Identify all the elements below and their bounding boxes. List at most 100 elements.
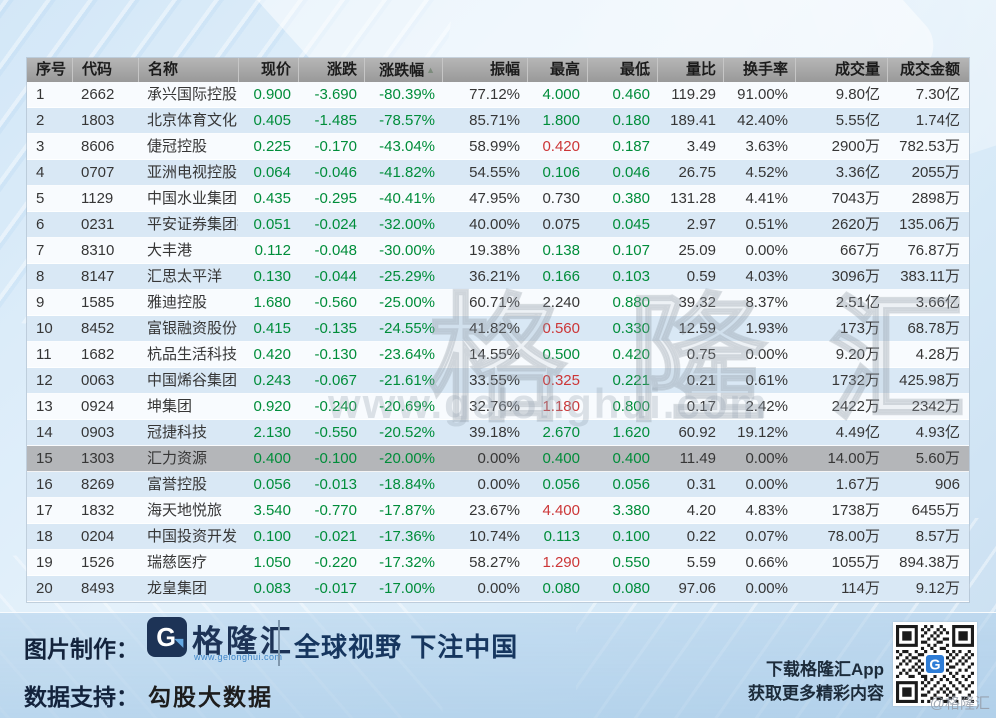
cell-volume: 9.20万 xyxy=(835,346,880,363)
cell-low: 0.420 xyxy=(612,346,650,363)
cell-turnover: 0.66% xyxy=(745,554,788,571)
header-amount[interactable]: 成交金额 xyxy=(887,58,967,82)
header-vol_ratio[interactable]: 量比 xyxy=(657,58,723,82)
table-row[interactable]: 5 1129 中国水业集团 0.435 -0.295 -40.41% 47.95% 0.730… xyxy=(27,186,969,212)
cell-amount: 2055万 xyxy=(911,164,960,181)
table-row[interactable]: 12 0063 中国烯谷集团 0.243 -0.067 -21.61% 33.55% 0.32… xyxy=(27,368,969,394)
cell-price: 0.225 xyxy=(253,138,291,155)
cell-change_pct: -30.00% xyxy=(379,242,435,259)
table-row[interactable]: 19 1526 瑞慈医疗 1.050 -0.220 -17.32% 58.27% 1.290 0… xyxy=(27,550,969,576)
cell-vol_ratio: 0.75 xyxy=(686,346,716,363)
table-row[interactable]: 11 1682 杭品生活科技 0.420 -0.130 -23.64% 14.55% 0.50… xyxy=(27,342,969,368)
cell-price: 0.064 xyxy=(253,164,291,181)
cell-change: -0.013 xyxy=(314,476,357,493)
header-high[interactable]: 最高 xyxy=(527,58,587,82)
table-row[interactable]: 18 0204 中国投资开发 0.100 -0.021 -17.36% 10.74% 0.11… xyxy=(27,524,969,550)
cell-volume: 1.67万 xyxy=(835,476,880,493)
table-header: 序号 代码 名称 现价 涨跌 涨跌幅 ▲ 振幅 最高 最低 量比 换手率 成交量 成交金额 xyxy=(27,58,969,82)
header-price[interactable]: 现价 xyxy=(238,58,298,82)
cell-volume: 114万 xyxy=(841,580,880,597)
table-row[interactable]: 17 1832 海天地悦旅 3.540 -0.770 -17.87% 23.67% 4.400… xyxy=(27,498,969,524)
cell-no: 9 xyxy=(36,294,45,311)
cell-high: 0.138 xyxy=(542,242,580,259)
cell-high: 2.240 xyxy=(542,294,580,311)
cell-volume: 4.49亿 xyxy=(835,424,880,441)
cell-name: 雅迪控股 xyxy=(147,294,208,311)
cell-no: 6 xyxy=(36,216,45,233)
table-row[interactable]: 4 0707 亚洲电视控股 0.064 -0.046 -41.82% 54.55% 0.106… xyxy=(27,160,969,186)
cell-turnover: 4.83% xyxy=(745,502,788,519)
cell-change_pct: -41.82% xyxy=(379,164,435,181)
cell-change_pct: -78.57% xyxy=(379,112,435,129)
header-turnover[interactable]: 换手率 xyxy=(723,58,795,82)
cell-change: -0.021 xyxy=(314,528,357,545)
cell-name: 富银融资股份 xyxy=(147,320,238,337)
cell-low: 0.046 xyxy=(612,164,650,181)
cell-name: 大丰港 xyxy=(147,242,193,259)
cell-amplitude: 23.67% xyxy=(469,502,520,519)
cell-price: 0.130 xyxy=(253,268,291,285)
table-row[interactable]: 2 1803 北京体育文化 0.405 -1.485 -78.57% 85.71% 1.800… xyxy=(27,108,969,134)
table-row[interactable]: 20 8493 龙皇集团 0.083 -0.017 -17.00% 0.00% 0.080 0.… xyxy=(27,576,969,602)
app-promo-line1: 下载格隆汇App xyxy=(765,660,884,679)
cell-vol_ratio: 0.21 xyxy=(686,372,716,389)
table-row[interactable]: 1 2662 承兴国际控股 0.900 -3.690 -80.39% 77.12% 4.000… xyxy=(27,82,969,108)
footer-divider xyxy=(278,620,280,666)
cell-high: 2.670 xyxy=(542,424,580,441)
data-support-label: 数据支持： xyxy=(24,684,139,710)
table-row[interactable]: 6 0231 平安证券集团控股 0.051 -0.024 -32.00% 40.00% 0.0… xyxy=(27,212,969,238)
header-low[interactable]: 最低 xyxy=(587,58,657,82)
cell-price: 0.420 xyxy=(253,346,291,363)
cell-name: 承兴国际控股 xyxy=(147,86,238,103)
cell-amplitude: 47.95% xyxy=(469,190,520,207)
header-change_pct[interactable]: 涨跌幅 ▲ xyxy=(364,58,442,82)
cell-change: -0.100 xyxy=(314,450,357,467)
cell-low: 0.880 xyxy=(612,294,650,311)
table-row[interactable]: 8 8147 汇思太平洋 0.130 -0.044 -25.29% 36.21% 0.166 0… xyxy=(27,264,969,290)
table-row[interactable]: 10 8452 富银融资股份 0.415 -0.135 -24.55% 41.82% 0.56… xyxy=(27,316,969,342)
header-amplitude[interactable]: 振幅 xyxy=(442,58,527,82)
header-volume[interactable]: 成交量 xyxy=(795,58,887,82)
cell-price: 0.900 xyxy=(253,86,291,103)
cell-name: 中国水业集团 xyxy=(147,190,238,207)
cell-no: 7 xyxy=(36,242,45,259)
cell-low: 0.400 xyxy=(612,450,650,467)
cell-change_pct: -40.41% xyxy=(379,190,435,207)
header-name[interactable]: 名称 xyxy=(138,58,238,82)
table-row[interactable]: 9 1585 雅迪控股 1.680 -0.560 -25.00% 60.71% 2.240 0.… xyxy=(27,290,969,316)
cell-name: 汇力资源 xyxy=(147,450,208,467)
cell-turnover: 91.00% xyxy=(737,86,788,103)
cell-amplitude: 32.76% xyxy=(469,398,520,415)
cell-code: 2662 xyxy=(81,86,115,103)
table-row[interactable]: 13 0924 坤集团 0.920 -0.240 -20.69% 32.76% 1.180 0.… xyxy=(27,394,969,420)
table-row[interactable]: 15 1303 汇力资源 0.400 -0.100 -20.00% 0.00% 0.400 0.… xyxy=(27,446,969,472)
cell-name: 坤集团 xyxy=(147,398,193,415)
cell-turnover: 0.00% xyxy=(745,580,788,597)
cell-code: 8606 xyxy=(81,138,115,155)
cell-high: 0.075 xyxy=(542,216,580,233)
header-change[interactable]: 涨跌 xyxy=(298,58,364,82)
table-row[interactable]: 7 8310 大丰港 0.112 -0.048 -30.00% 19.38% 0.138 0.1… xyxy=(27,238,969,264)
cell-high: 0.420 xyxy=(542,138,580,155)
cell-change_pct: -43.04% xyxy=(379,138,435,155)
cell-amplitude: 41.82% xyxy=(469,320,520,337)
cell-volume: 2.51亿 xyxy=(835,294,880,311)
cell-high: 1.290 xyxy=(542,554,580,571)
header-no[interactable]: 序号 xyxy=(36,61,67,78)
table-row[interactable]: 16 8269 富誉控股 0.056 -0.013 -18.84% 0.00% 0.056 0.… xyxy=(27,472,969,498)
cell-turnover: 4.52% xyxy=(745,164,788,181)
cell-high: 0.730 xyxy=(542,190,580,207)
cell-code: 8269 xyxy=(81,476,115,493)
cell-name: 富誉控股 xyxy=(147,476,208,493)
table-row[interactable]: 14 0903 冠捷科技 2.130 -0.550 -20.52% 39.18% 2.670 1… xyxy=(27,420,969,446)
cell-price: 0.920 xyxy=(253,398,291,415)
cell-low: 0.080 xyxy=(612,580,650,597)
cell-volume: 9.80亿 xyxy=(835,86,880,103)
cell-change_pct: -25.00% xyxy=(379,294,435,311)
cell-low: 0.103 xyxy=(612,268,650,285)
header-code[interactable]: 代码 xyxy=(72,58,138,82)
qr-center-badge xyxy=(924,653,946,675)
cell-amplitude: 54.55% xyxy=(469,164,520,181)
cell-change: -0.135 xyxy=(314,320,357,337)
table-row[interactable]: 3 8606 倢冠控股 0.225 -0.170 -43.04% 58.99% 0.420 0.… xyxy=(27,134,969,160)
